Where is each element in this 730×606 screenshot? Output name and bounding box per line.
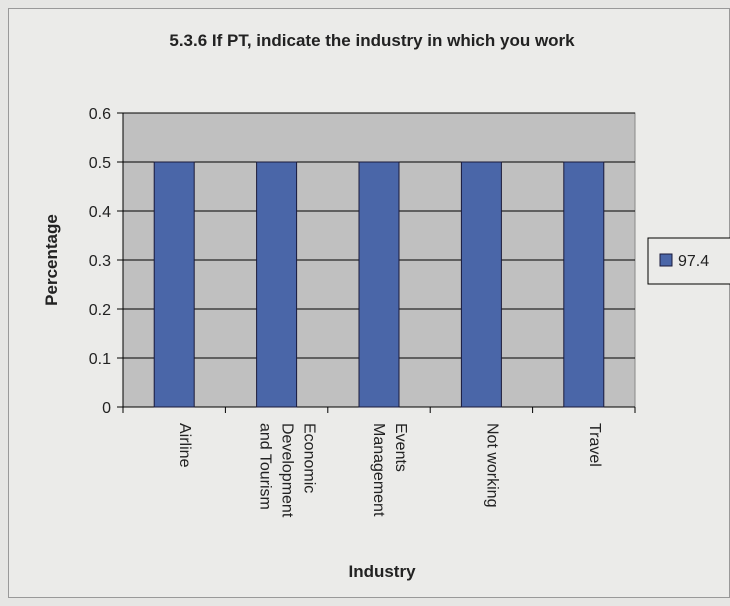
bar xyxy=(153,161,195,408)
legend-box xyxy=(647,237,730,285)
x-tick-label: EventsManagement xyxy=(370,423,409,517)
y-tick-label: 0 xyxy=(102,400,111,417)
bar xyxy=(460,161,502,408)
x-tick-label: Not working xyxy=(483,423,500,507)
y-tick-label: 0.1 xyxy=(89,351,111,368)
y-axis-label: Percentage xyxy=(42,214,61,306)
chart-title: 5.3.6 If PT, indicate the industry in wh… xyxy=(169,31,575,50)
bar xyxy=(358,161,400,408)
x-tick-label: Airline xyxy=(176,423,193,468)
y-tick-label: 0.5 xyxy=(89,155,111,172)
bar xyxy=(256,161,298,408)
x-tick-label: Travel xyxy=(586,423,603,467)
x-axis-label: Industry xyxy=(348,562,416,581)
bar xyxy=(563,161,605,408)
x-tick-label: EconomicDevelopmentand Tourism xyxy=(257,423,318,518)
legend-label: 97.4 xyxy=(678,253,709,270)
y-tick-label: 0.2 xyxy=(89,302,111,319)
y-tick-label: 0.6 xyxy=(89,106,111,123)
legend-swatch xyxy=(659,253,673,267)
y-tick-label: 0.3 xyxy=(89,253,111,270)
y-tick-label: 0.4 xyxy=(89,204,111,221)
